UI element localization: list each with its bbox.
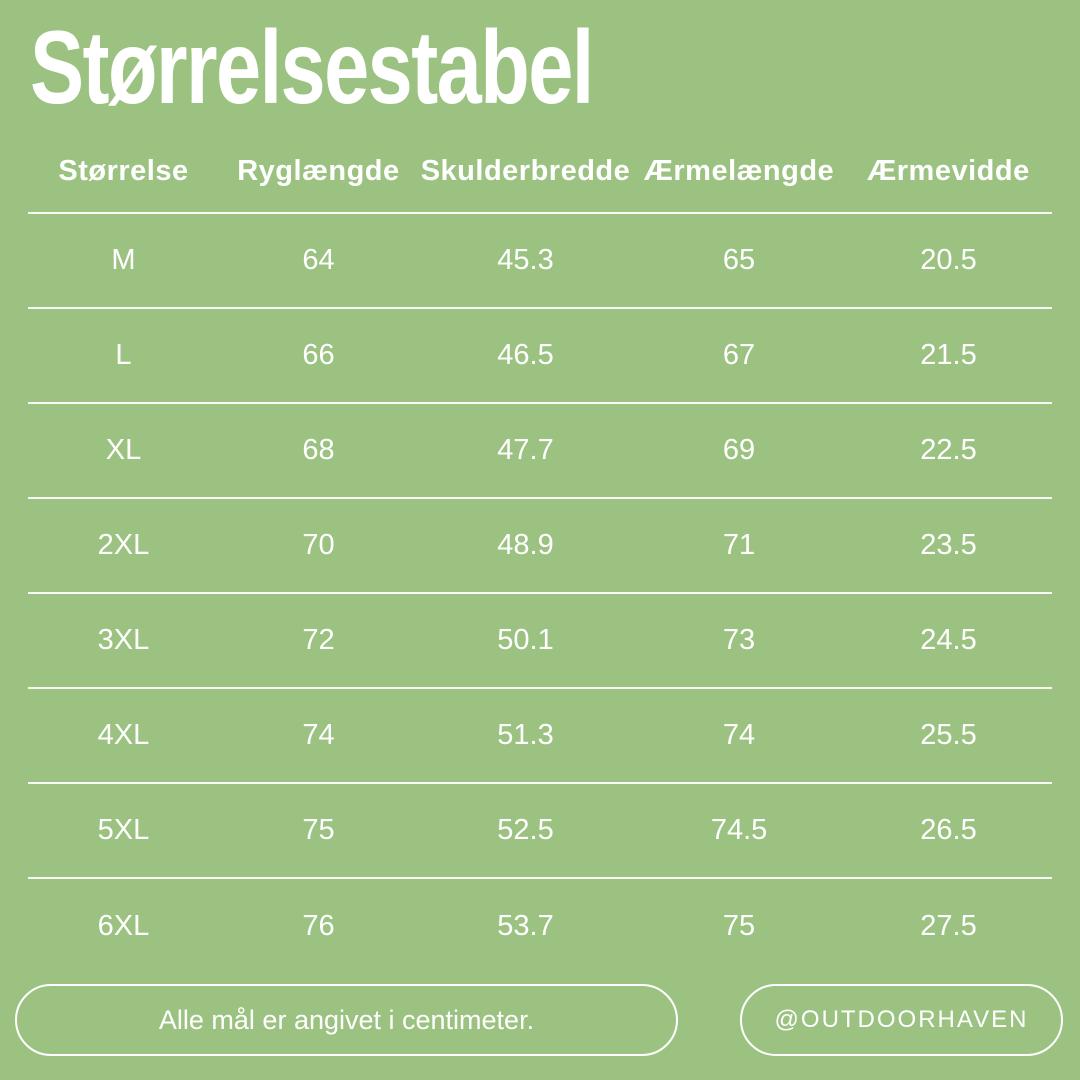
table-row: 5XL 75 52.5 74.5 26.5 bbox=[28, 784, 1052, 879]
column-header-back-length: Ryglængde bbox=[237, 154, 400, 187]
brand-handle-pill: @OUTDOORHAVEN bbox=[740, 984, 1063, 1056]
unit-note-text: Alle mål er angivet i centimeter. bbox=[158, 1004, 535, 1035]
table-row: M 64 45.3 65 20.5 bbox=[28, 214, 1052, 309]
table-cell: 22.5 bbox=[920, 434, 977, 466]
table-cell: 48.9 bbox=[497, 529, 554, 561]
size-label: L bbox=[115, 339, 132, 371]
table-cell: 45.3 bbox=[497, 244, 554, 276]
table-cell: 74.5 bbox=[710, 814, 768, 846]
table-cell: 75 bbox=[302, 814, 335, 846]
table-cell: 76 bbox=[302, 910, 335, 942]
table-row: XL 68 47.7 69 22.5 bbox=[28, 404, 1052, 499]
column-header-shoulder-width: Skulderbredde bbox=[420, 154, 631, 187]
table-cell: 27.5 bbox=[920, 910, 977, 942]
column-header-sleeve-width: Ærmevidde bbox=[867, 154, 1030, 187]
table-row: 6XL 76 53.7 75 27.5 bbox=[28, 879, 1052, 974]
column-header-size: Størrelse bbox=[58, 154, 189, 187]
table-cell: 65 bbox=[722, 244, 756, 276]
table-cell: 71 bbox=[722, 529, 756, 561]
table-cell: 20.5 bbox=[920, 244, 977, 276]
size-table: Størrelse Ryglængde Skulderbredde Ærmelæ… bbox=[28, 140, 1052, 974]
table-row: L 66 46.5 67 21.5 bbox=[28, 309, 1052, 404]
table-cell: 50.1 bbox=[497, 624, 554, 656]
size-label: M bbox=[111, 244, 136, 276]
table-cell: 53.7 bbox=[497, 910, 554, 942]
brand-handle-text: @OUTDOORHAVEN bbox=[774, 1006, 1029, 1033]
column-header-sleeve-length: Ærmelængde bbox=[643, 154, 835, 187]
table-cell: 21.5 bbox=[920, 339, 977, 371]
table-row: 3XL 72 50.1 73 24.5 bbox=[28, 594, 1052, 689]
size-label: 5XL bbox=[97, 814, 150, 846]
table-row: 2XL 70 48.9 71 23.5 bbox=[28, 499, 1052, 594]
table-cell: 73 bbox=[722, 624, 756, 656]
table-cell: 68 bbox=[302, 434, 335, 466]
table-cell: 69 bbox=[722, 434, 756, 466]
table-cell: 24.5 bbox=[920, 624, 977, 656]
size-label: 6XL bbox=[97, 910, 150, 942]
table-cell: 51.3 bbox=[497, 719, 554, 751]
table-cell: 74 bbox=[302, 719, 335, 751]
table-header-row: Størrelse Ryglængde Skulderbredde Ærmelæ… bbox=[28, 140, 1052, 214]
table-cell: 46.5 bbox=[497, 339, 554, 371]
table-cell: 47.7 bbox=[497, 434, 554, 466]
size-label: XL bbox=[105, 434, 142, 466]
table-cell: 67 bbox=[722, 339, 756, 371]
table-cell: 70 bbox=[302, 529, 335, 561]
table-row: 4XL 74 51.3 74 25.5 bbox=[28, 689, 1052, 784]
table-cell: 23.5 bbox=[920, 529, 977, 561]
table-cell: 64 bbox=[302, 244, 335, 276]
table-cell: 26.5 bbox=[920, 814, 977, 846]
size-label: 2XL bbox=[97, 529, 150, 561]
size-label: 4XL bbox=[97, 719, 150, 751]
table-cell: 25.5 bbox=[920, 719, 977, 751]
table-cell: 72 bbox=[302, 624, 335, 656]
size-label: 3XL bbox=[97, 624, 150, 656]
table-cell: 74 bbox=[722, 719, 756, 751]
table-cell: 66 bbox=[302, 339, 335, 371]
table-cell: 75 bbox=[722, 910, 756, 942]
unit-note-pill: Alle mål er angivet i centimeter. bbox=[15, 984, 678, 1056]
page-title: Størrelsestabel bbox=[30, 10, 594, 126]
table-cell: 52.5 bbox=[497, 814, 554, 846]
